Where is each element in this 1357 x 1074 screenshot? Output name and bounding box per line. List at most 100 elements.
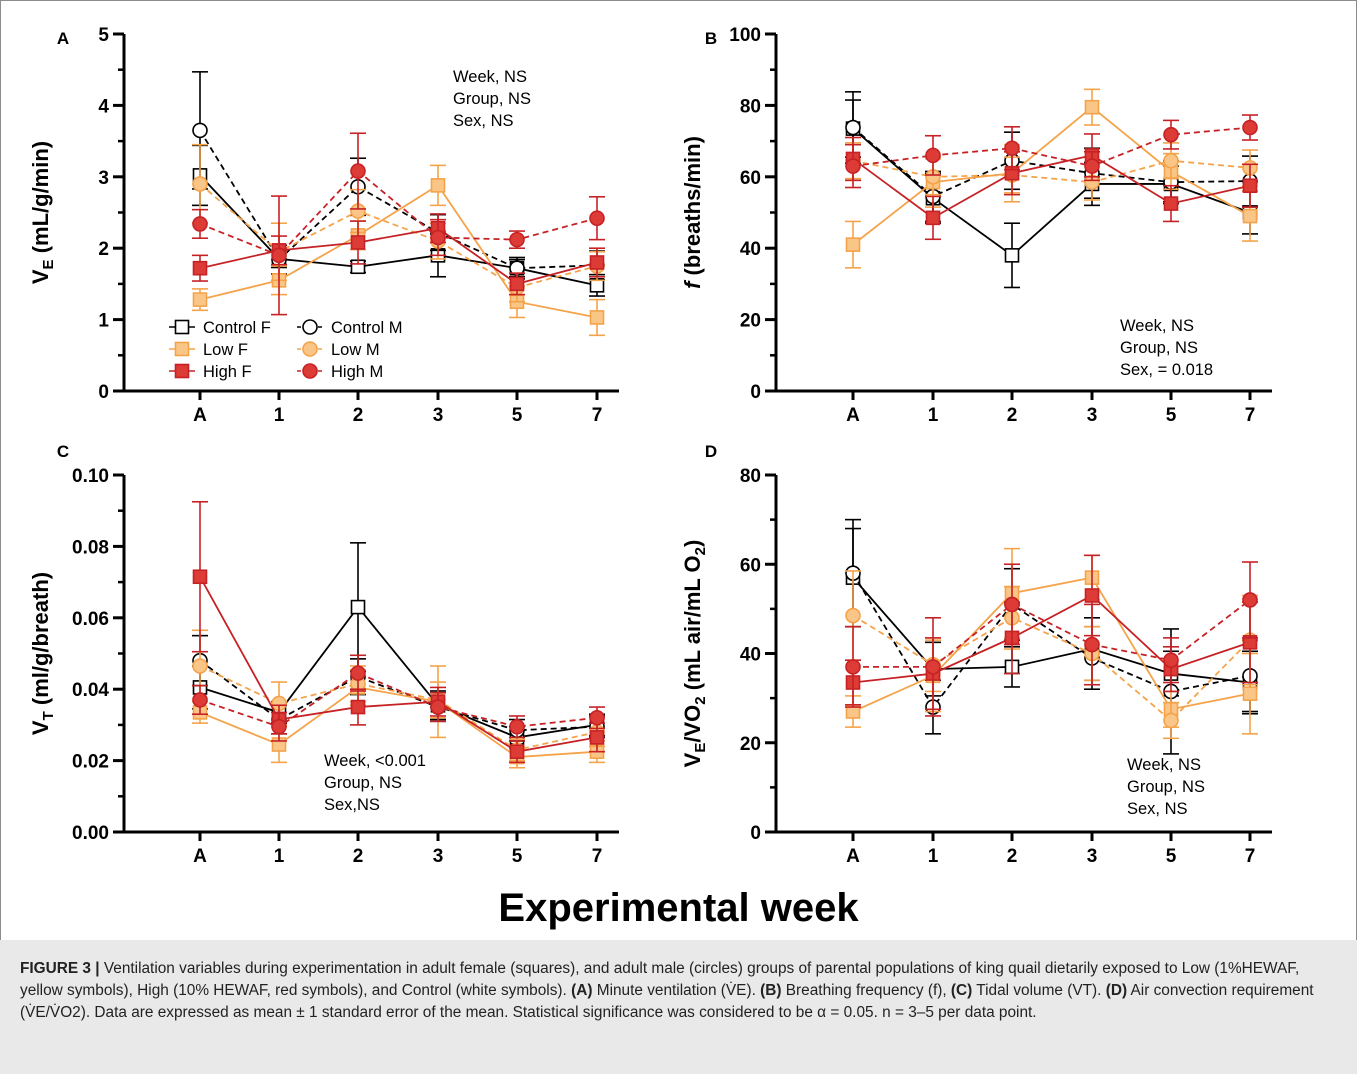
data-point [1084, 158, 1100, 174]
data-point [925, 147, 941, 164]
data-point [1004, 596, 1020, 613]
series-control-f [192, 144, 605, 297]
data-point [925, 210, 941, 226]
legend-marker [302, 363, 318, 379]
y-tick-label: 60 [740, 555, 761, 576]
x-tick-label: 7 [1245, 405, 1256, 426]
data-point [1242, 208, 1258, 224]
y-axis-title-sub: E [40, 259, 57, 269]
stats-annotation: Group, NS [1127, 778, 1205, 796]
stats-annotation: Sex, = 0.018 [1120, 361, 1213, 379]
series-control-f [845, 99, 1258, 289]
data-point [845, 659, 861, 675]
caption-text-1: Ventilation variables during experimenta… [20, 960, 1300, 999]
data-point [845, 119, 861, 136]
series-line [852, 106, 1251, 246]
series-line [852, 127, 1251, 257]
data-point [1163, 152, 1179, 169]
caption-box [0, 940, 1357, 1074]
x-tick-label: A [846, 846, 860, 867]
panel-letter: B [705, 29, 717, 48]
data-point [192, 176, 208, 192]
y-axis-title-rest2: (mL air/mL O [680, 555, 705, 696]
series-high-m [192, 132, 605, 316]
data-point [1084, 99, 1100, 115]
y-axis-title-rest: (mL/g/min) [28, 141, 53, 260]
stats-annotation: Week, NS [453, 68, 527, 86]
panel-a: A 0 1 2 3 4 5 A 1 2 3 5 7 VE (mL/g/min) Week, NS Group,… [28, 25, 619, 426]
data-point [350, 235, 366, 250]
data-point [1242, 592, 1258, 608]
stats-annotation: Sex,NS [324, 796, 380, 814]
y-axis-title-rest: /VO [680, 705, 705, 743]
y-axis-title: VT (ml/g/breath) [28, 572, 57, 735]
x-tick-label: 3 [1087, 846, 1098, 867]
y-tick-label: 1 [98, 311, 109, 332]
caption-b-label: (B) [760, 982, 782, 999]
data-point [271, 718, 287, 735]
y-axis-title: VE/VO2 (mL air/mL O2) [680, 540, 709, 768]
data-point [192, 658, 208, 674]
panel-letter: A [57, 29, 69, 48]
series-low-m [845, 570, 1258, 740]
legend-label: Control M [331, 319, 403, 337]
series-high-f [192, 213, 605, 296]
data-point [350, 163, 366, 179]
y-tick-label: 0.02 [72, 752, 109, 773]
stats-annotation: Group, NS [324, 774, 402, 792]
data-point [192, 292, 208, 307]
data-point [1084, 588, 1100, 603]
series-line [852, 126, 1251, 198]
y-axis-title-end: ) [680, 540, 705, 547]
y-tick-label: 100 [729, 25, 761, 46]
legend-marker [302, 341, 318, 357]
series-line [199, 227, 598, 285]
legend-marker [302, 319, 318, 335]
x-tick-label: 2 [1007, 846, 1018, 867]
stats-annotation: Group, NS [453, 90, 531, 108]
shared-x-axis-title: Experimental week [498, 886, 859, 930]
x-tick-label: A [193, 405, 207, 426]
series-line [199, 605, 598, 739]
data-point [1163, 126, 1179, 143]
y-axis-title-rest: (breaths/min) [680, 136, 705, 281]
stats-annotation: Week, NS [1120, 317, 1194, 335]
data-point [1242, 686, 1258, 701]
stats-annotation: Sex, NS [1127, 800, 1188, 818]
caption-a-label: (A) [571, 982, 593, 999]
caption-b-text: Breathing frequency (f), [781, 982, 951, 999]
series-low-m [845, 142, 1258, 201]
legend-marker [174, 319, 190, 335]
figure-caption: FIGURE 3 | Ventilation variables during … [20, 958, 1338, 1024]
x-tick-label: 1 [274, 405, 285, 426]
x-tick-label: 5 [1166, 846, 1177, 867]
series-high-f [845, 133, 1258, 241]
data-point [1163, 712, 1179, 729]
data-point [845, 237, 861, 252]
data-point [430, 229, 446, 246]
y-axis-title-sub: T [40, 711, 57, 720]
data-point [192, 216, 208, 232]
data-point [1163, 196, 1179, 211]
data-point [589, 255, 605, 270]
series-low-f [192, 164, 605, 337]
data-point [192, 692, 208, 708]
data-point [430, 699, 446, 715]
y-tick-label: 3 [98, 168, 109, 189]
data-point [1242, 178, 1258, 194]
series-control-m [192, 71, 605, 281]
data-point [845, 607, 861, 624]
y-tick-label: 0 [98, 382, 109, 403]
data-point [589, 709, 605, 726]
data-point [589, 310, 605, 325]
legend-label: Low M [331, 341, 380, 359]
y-tick-label: 0.10 [72, 466, 109, 487]
legend-marker [174, 363, 190, 379]
y-axis-title-sub: E [692, 743, 709, 753]
stats-annotation: Group, NS [1120, 339, 1198, 357]
series-high-m [845, 561, 1258, 717]
series-line [199, 183, 598, 289]
y-tick-label: 5 [98, 25, 109, 46]
x-tick-label: A [193, 846, 207, 867]
